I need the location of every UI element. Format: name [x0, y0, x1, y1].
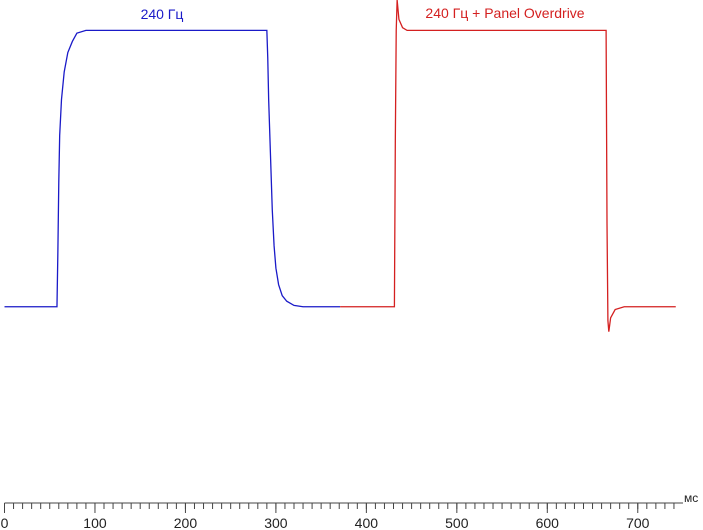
x-tick-label: 300 [264, 515, 288, 530]
x-tick-label: 500 [445, 515, 469, 530]
x-tick-label: 400 [355, 515, 379, 530]
x-tick-label: 0 [1, 515, 9, 530]
series-line [4, 29, 341, 308]
x-tick-label: 600 [536, 515, 560, 530]
x-tick-label: 200 [174, 515, 198, 530]
x-tick-label: 700 [626, 515, 650, 530]
series-label: 240 Гц [141, 6, 184, 22]
series-line [340, 0, 676, 332]
series-label: 240 Гц + Panel Overdrive [425, 5, 584, 21]
x-unit-label: мс [684, 491, 698, 505]
x-tick-label: 100 [83, 515, 107, 530]
